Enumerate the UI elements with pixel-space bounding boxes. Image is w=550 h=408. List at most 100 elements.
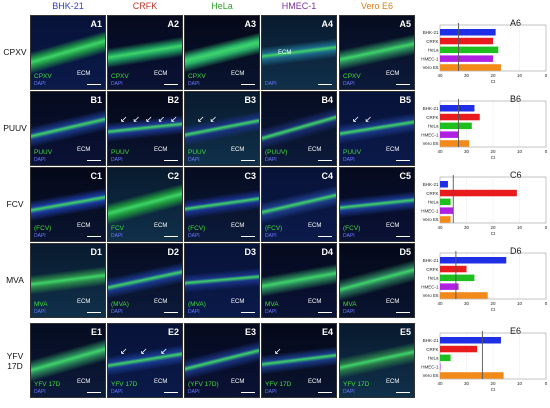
row-label: FCV	[0, 199, 30, 209]
panel-id: B2	[167, 95, 179, 105]
dapi-label: DAPI	[265, 81, 277, 87]
bar-crfk	[440, 189, 517, 197]
tick-label: 30	[464, 149, 470, 154]
panel-id: E3	[244, 327, 256, 337]
panel-id: A5	[399, 19, 411, 29]
virus-label: MVA	[343, 301, 357, 308]
category-label: CRFK	[426, 347, 438, 352]
ecm-label: ECM	[308, 223, 322, 229]
dapi-label: DAPI	[265, 389, 277, 395]
scale-bar	[396, 235, 410, 237]
tick-label: 30	[464, 301, 470, 306]
micrograph-panel: B1 PUUV DAPI ECM	[30, 91, 106, 166]
row-label: CPXV	[0, 47, 30, 57]
chart-svg: BHK-21 CRFK HeLa HMEC-1 Vero E6 40 30 20 10 0 Ct	[421, 99, 548, 160]
scale-bar	[241, 235, 255, 237]
bar-vero-e6	[440, 372, 504, 379]
panel-id: B4	[321, 95, 333, 105]
category-label: HeLa	[428, 200, 439, 205]
panel-id: B1	[90, 95, 102, 105]
scale-bar	[87, 391, 101, 393]
scale-bar	[241, 311, 255, 313]
bar-crfk	[440, 345, 478, 353]
scale-bar	[396, 391, 410, 393]
category-label: Vero E6	[422, 217, 439, 222]
ecm-label: ECM	[308, 379, 322, 385]
tick-label: 10	[517, 73, 523, 78]
column-header: Vero E6	[360, 1, 394, 11]
virus-label: FCV	[111, 225, 124, 232]
ecm-label: ECM	[278, 50, 292, 56]
dapi-label: DAPI	[265, 157, 277, 163]
micrograph-panel: B3 PUUV DAPI ECM ↙↙	[184, 91, 260, 166]
row-label: MVA	[0, 275, 30, 285]
dapi-label: DAPI	[34, 233, 46, 239]
micrograph-panel: A4 DAPI ECM	[261, 15, 337, 90]
bar-bhk-21	[440, 181, 448, 188]
dapi-label: DAPI	[111, 81, 123, 87]
bar-bhk-21	[440, 29, 496, 36]
tick-label: 20	[490, 149, 496, 154]
category-label: HeLa	[428, 276, 439, 281]
bar-hela	[440, 122, 472, 130]
row-label: YFV 17D	[0, 351, 30, 371]
scale-bar	[318, 391, 332, 393]
dapi-label: DAPI	[188, 233, 200, 239]
ecm-label: ECM	[386, 71, 400, 77]
category-label: HMEC-1	[421, 364, 439, 369]
panel-id: A4	[321, 19, 333, 29]
micrograph-panel: E5 YFV 17D DAPI ECM	[339, 323, 415, 398]
category-label: HeLa	[428, 124, 439, 129]
micrograph-panel: E1 YFV 17D DAPI ECM	[30, 323, 106, 398]
tick-label: 10	[517, 225, 523, 230]
category-label: HeLa	[428, 356, 439, 361]
tick-label: 20	[490, 73, 496, 78]
ecm-label: ECM	[77, 379, 91, 385]
panel-id: A1	[90, 19, 102, 29]
panel-id: C2	[167, 171, 179, 181]
ct-bar-chart: D6 BHK-21 CRFK HeLa HMEC-1 Vero E6 40 30 20 10 0 Ct	[418, 243, 550, 318]
dapi-label: DAPI	[188, 81, 200, 87]
micrograph-panel: C5 (FCV) DAPI ECM	[339, 167, 415, 242]
tick-label: 30	[464, 381, 470, 386]
scale-bar	[87, 83, 101, 85]
micrograph-panel: D3 (MVA) DAPI ECM	[184, 243, 260, 318]
micrograph-panel: C2 FCV DAPI ECM	[107, 167, 183, 242]
micrograph-panel: A1 CPXV DAPI ECM	[30, 15, 106, 90]
ct-bar-chart: C6 BHK-21 CRFK HeLa HMEC-1 Vero E6 40 30 20 10 0 Ct	[418, 167, 550, 242]
ecm-label: ECM	[231, 147, 245, 153]
dapi-label: DAPI	[343, 157, 355, 163]
micrograph-panel: B4 (PUUV) DAPI ECM	[261, 91, 337, 166]
virus-label: CPXV	[188, 73, 206, 80]
micrograph-panel: A3 CPXV DAPI ECM	[184, 15, 260, 90]
tick-label: 10	[517, 381, 523, 386]
virus-label: MVA	[34, 301, 48, 308]
micrograph-panel: C4 (FCV) DAPI ECM	[261, 167, 337, 242]
micrograph-panel: D1 MVA DAPI ECM	[30, 243, 106, 318]
column-header: BHK-21	[52, 1, 84, 11]
panel-id: D3	[244, 247, 256, 257]
virus-label: (YFV 17D)	[188, 381, 219, 388]
ecm-label: ECM	[386, 147, 400, 153]
dapi-label: DAPI	[265, 309, 277, 315]
category-label: HMEC-1	[421, 284, 439, 289]
tick-label: 40	[437, 73, 443, 78]
ct-bar-chart: E6 BHK-21 CRFK HeLa HMEC-1 Vero E6 40 30 20 10 0 Ct	[418, 323, 550, 398]
micrograph-panel: E2 YFV 17D DAPI ECM ↙ ↙ ↙	[107, 323, 183, 398]
category-label: Vero E6	[422, 141, 439, 146]
category-label: Vero E6	[422, 65, 439, 70]
bar-bhk-21	[440, 257, 507, 264]
tick-label: 10	[517, 149, 523, 154]
panel-id: D4	[321, 247, 333, 257]
ecm-label: ECM	[154, 379, 168, 385]
ecm-label: ECM	[386, 299, 400, 305]
virus-label: PUUV	[111, 149, 130, 156]
bar-vero-e6	[440, 64, 501, 71]
dapi-label: DAPI	[111, 389, 123, 395]
bar-hmec-1	[440, 283, 459, 290]
category-label: BHK-21	[423, 258, 439, 263]
scale-bar	[318, 83, 332, 85]
ecm-label: ECM	[154, 299, 168, 305]
tick-label: 20	[490, 381, 496, 386]
dapi-label: DAPI	[343, 389, 355, 395]
